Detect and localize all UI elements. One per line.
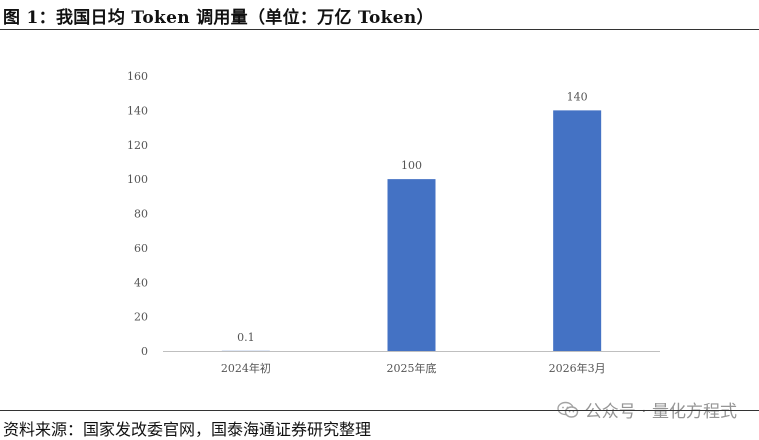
data-label: 140 [567,90,588,103]
data-label: 100 [401,159,422,172]
x-tick-label: 2026年3月 [549,361,606,375]
watermark: 公众号 · 量化方程式 [557,397,737,422]
figure-title: 图 1：我国日均 Token 调用量（单位：万亿 Token） [3,8,434,28]
y-tick-label: 40 [134,276,148,289]
y-tick-label: 120 [127,139,148,152]
y-axis-ticks: 0 20 40 60 80 100 120 140 160 [127,70,148,358]
data-label: 0.1 [237,331,255,344]
source-divider [0,410,759,411]
y-tick-label: 60 [134,242,148,255]
bars-group [221,110,602,351]
x-tick-label: 2024年初 [221,361,271,375]
bar-2 [387,179,436,351]
y-tick-label: 160 [127,70,148,83]
y-tick-label: 100 [127,173,148,186]
y-tick-label: 0 [141,345,148,358]
data-labels-group: 0.1 100 140 [237,90,588,343]
wechat-icon [557,401,578,418]
y-tick-label: 140 [127,104,148,117]
source-note: 资料来源：国家发改委官网，国泰海通证券研究整理 [3,420,372,439]
y-tick-label: 80 [134,208,148,221]
x-tick-label: 2025年底 [387,361,437,375]
y-tick-label: 20 [134,311,148,324]
title-divider [0,29,759,30]
bar-3 [553,110,602,351]
x-axis-tick-labels: 2024年初 2025年底 2026年3月 [221,361,606,375]
watermark-text: 公众号 · 量化方程式 [584,402,737,422]
